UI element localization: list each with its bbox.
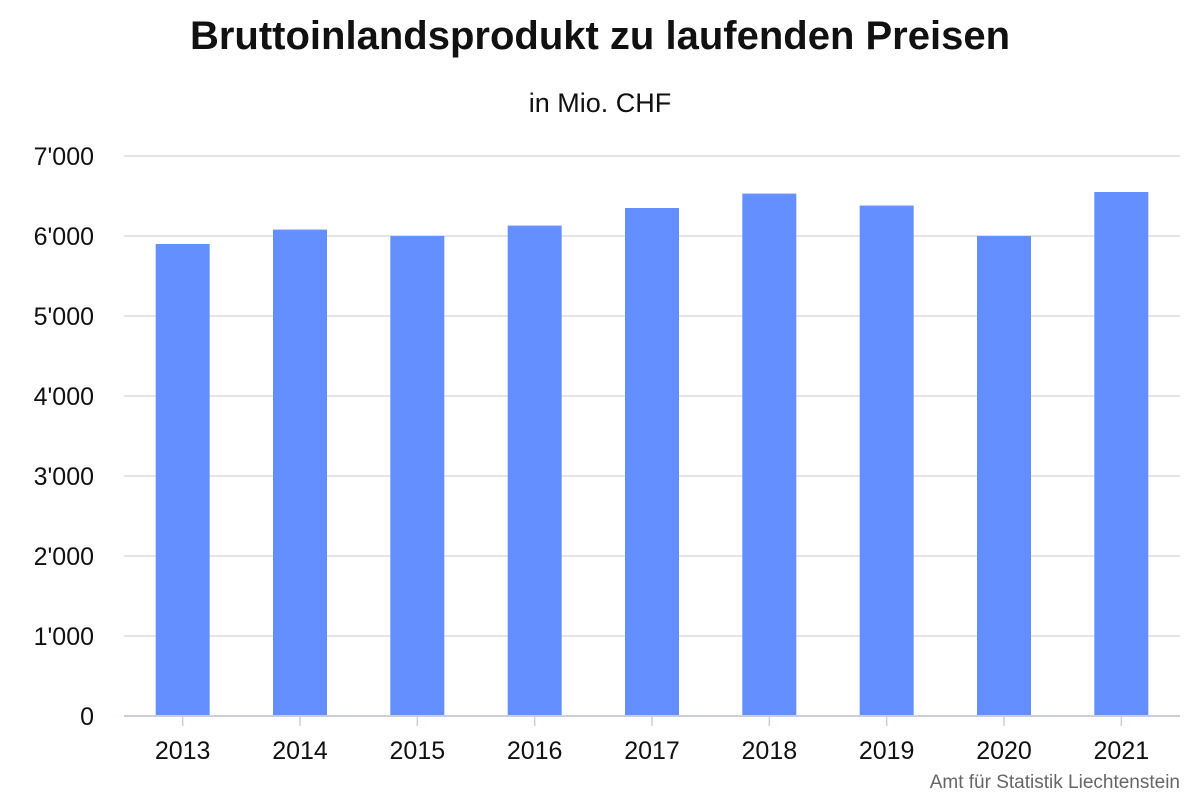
bar-2014 [273, 229, 327, 716]
y-tick-label: 1'000 [34, 623, 94, 651]
source-credit: Amt für Statistik Liechtenstein [929, 772, 1180, 793]
bar-2016 [507, 225, 562, 716]
y-tick-label: 6'000 [34, 223, 94, 251]
x-axis-labels: 2013 2014 2015 2016 2017 2018 2019 2020 2021 [155, 737, 1149, 765]
y-tick-label: 3'000 [34, 463, 94, 491]
x-tick-label: 2017 [624, 737, 680, 765]
bar-2015 [390, 236, 445, 716]
x-tick-label: 2020 [976, 737, 1032, 765]
y-tick-label: 0 [80, 703, 94, 731]
bar-2019 [859, 205, 914, 716]
x-tick-label: 2021 [1094, 737, 1150, 765]
x-tick-label: 2015 [390, 737, 446, 765]
x-tick-label: 2014 [272, 737, 328, 765]
bar-2017 [625, 208, 679, 716]
axes [124, 715, 1180, 726]
x-tick-label: 2016 [507, 737, 563, 765]
x-tick-label: 2018 [742, 737, 798, 765]
y-tick-label: 2'000 [34, 543, 94, 571]
x-tick-label: 2013 [155, 737, 211, 765]
bar-2020 [977, 236, 1031, 716]
chart-title: Bruttoinlandsprodukt zu laufenden Preise… [189, 14, 1011, 58]
y-tick-label: 4'000 [34, 383, 94, 411]
y-tick-label: 5'000 [34, 303, 94, 331]
y-tick-label: 7'000 [34, 143, 94, 171]
bar-2021 [1094, 192, 1149, 716]
bars [155, 192, 1149, 717]
x-tick-label: 2019 [859, 737, 915, 765]
bar-2018 [742, 193, 797, 717]
bar-2013 [155, 244, 210, 716]
chart-subtitle: in Mio. CHF [528, 88, 672, 118]
y-axis-labels: 0 1'000 2'000 3'000 4'000 5'000 6'000 7'000 [34, 143, 94, 731]
